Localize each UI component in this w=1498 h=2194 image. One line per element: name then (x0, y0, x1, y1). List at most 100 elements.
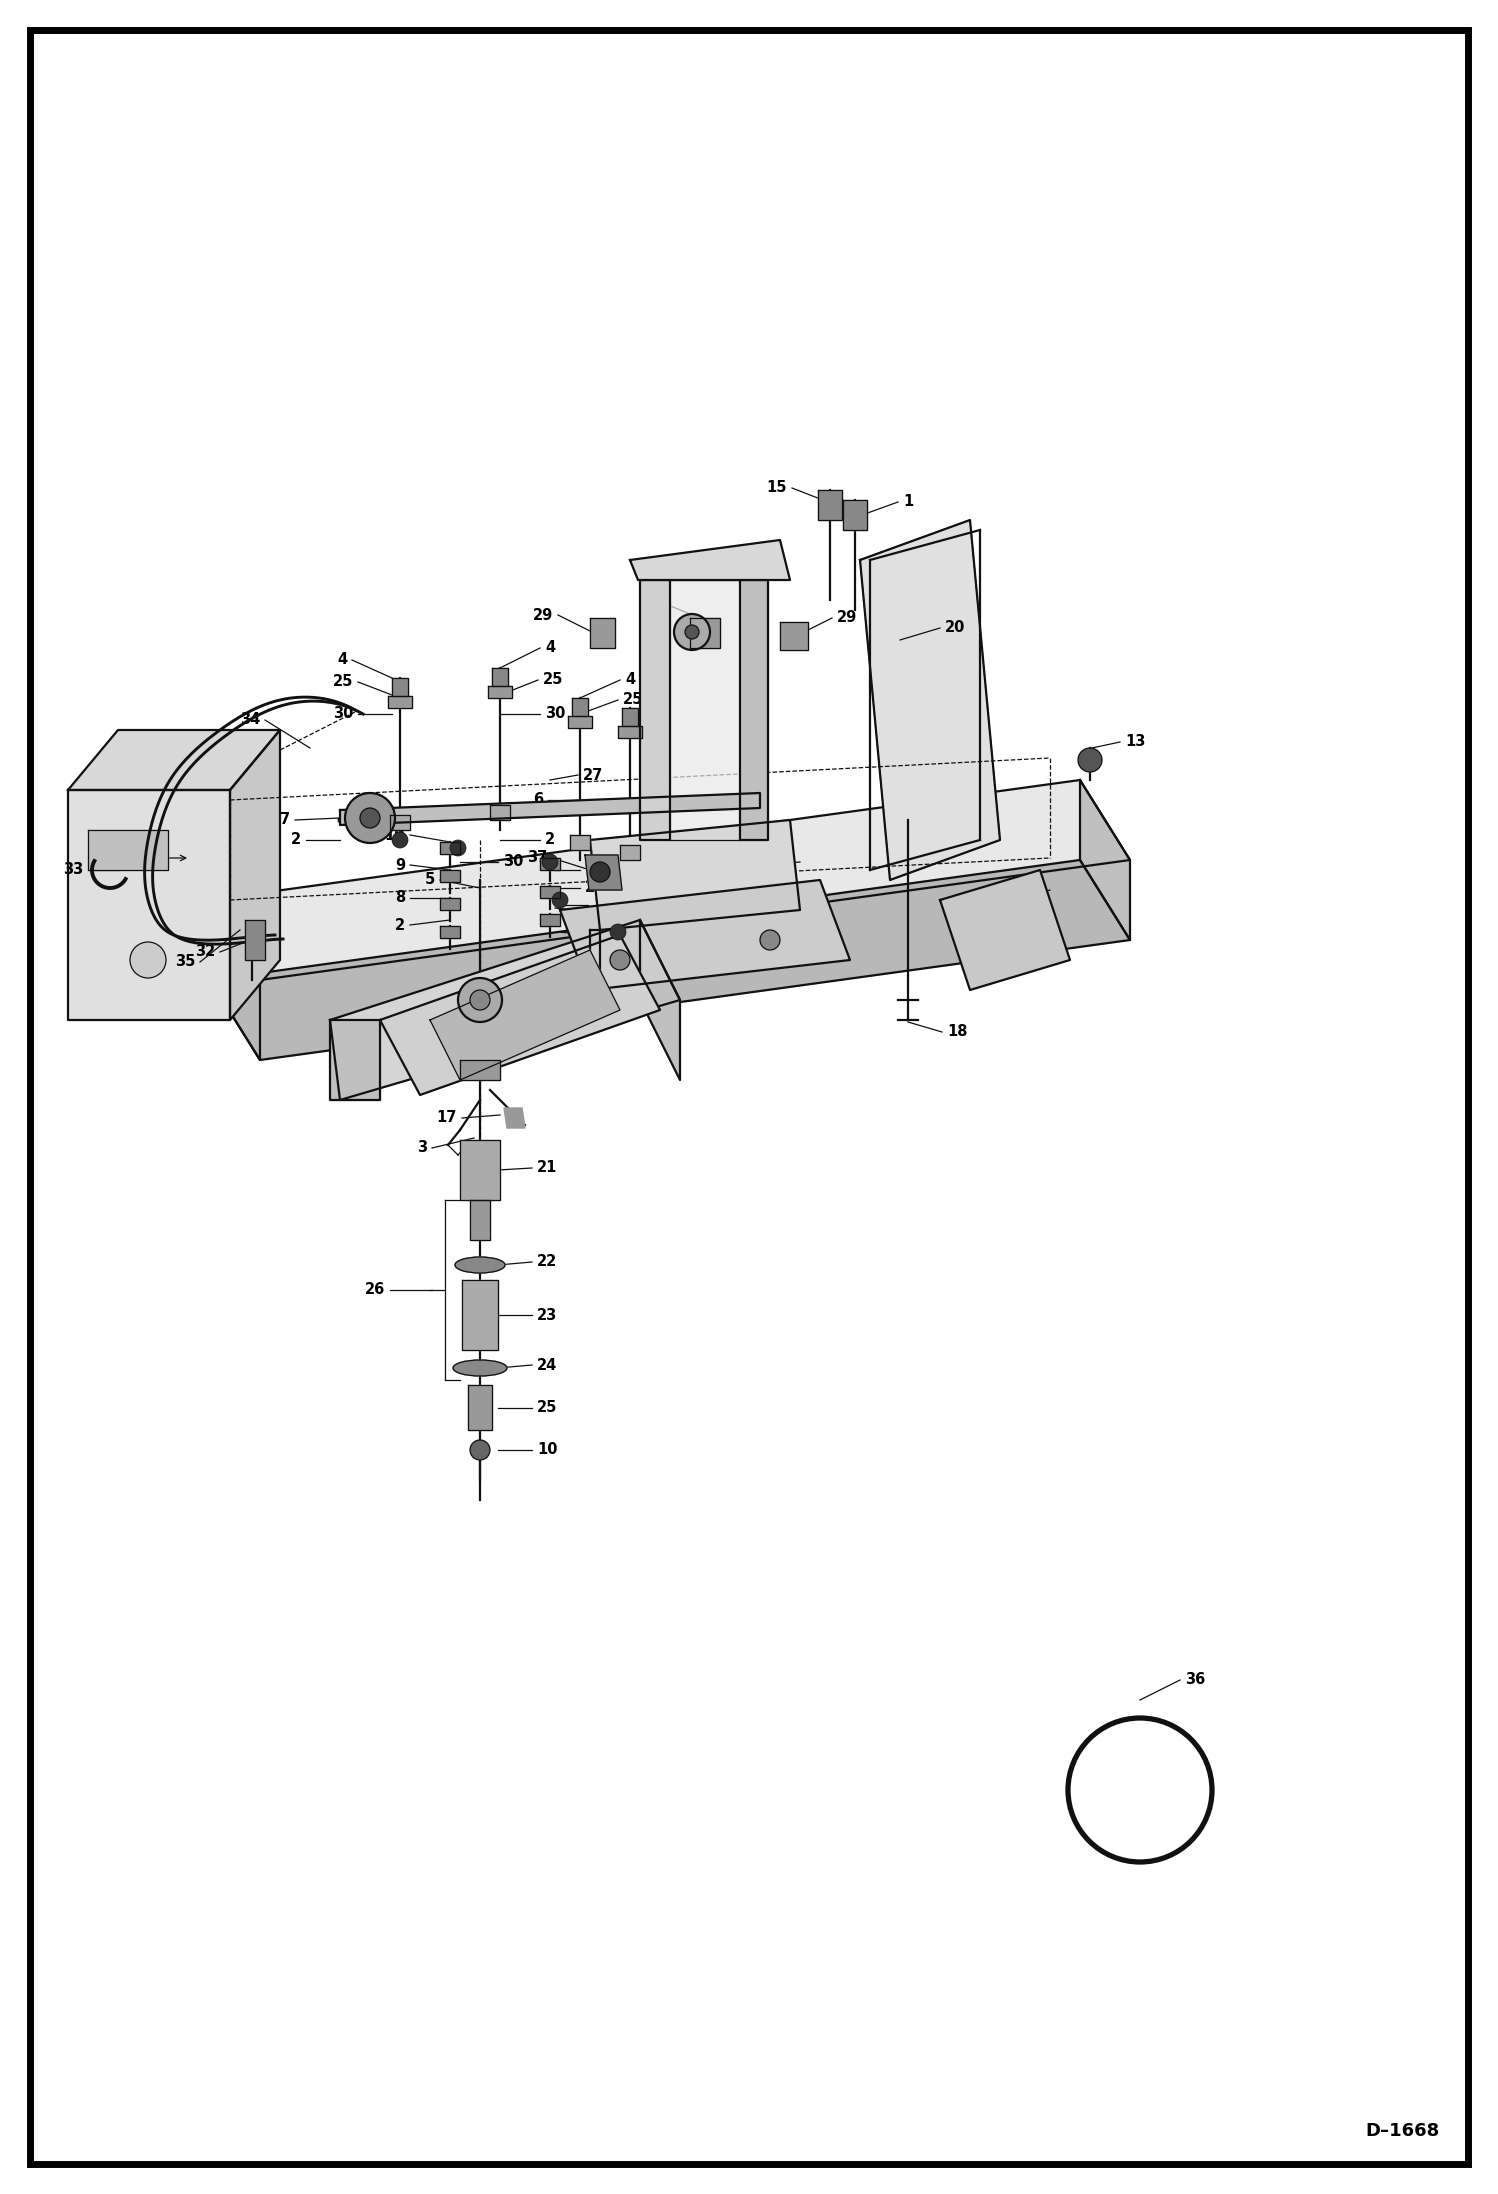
Text: 4: 4 (625, 674, 635, 687)
Polygon shape (388, 695, 412, 709)
Text: 10: 10 (385, 827, 404, 842)
Ellipse shape (452, 1360, 506, 1376)
Polygon shape (941, 871, 1070, 989)
Polygon shape (740, 579, 768, 840)
Text: 25: 25 (542, 674, 563, 687)
Polygon shape (590, 619, 616, 647)
Polygon shape (210, 860, 1129, 1060)
Ellipse shape (455, 1257, 505, 1273)
Text: 8: 8 (395, 891, 404, 906)
Text: 15: 15 (767, 480, 786, 496)
Text: 37: 37 (527, 851, 547, 864)
Text: 25: 25 (333, 674, 354, 689)
Text: 17: 17 (436, 1110, 457, 1126)
Text: 14: 14 (665, 961, 686, 976)
Circle shape (685, 625, 700, 638)
Polygon shape (380, 935, 661, 1095)
Polygon shape (488, 687, 512, 698)
Polygon shape (467, 1384, 491, 1430)
Polygon shape (560, 880, 849, 989)
Text: 21: 21 (536, 1161, 557, 1176)
Circle shape (345, 792, 395, 842)
Text: 18: 18 (947, 1025, 968, 1040)
Text: 25: 25 (623, 693, 643, 706)
Text: 27: 27 (583, 768, 604, 783)
Polygon shape (67, 790, 231, 1020)
Polygon shape (231, 731, 280, 1020)
Text: 20: 20 (945, 621, 965, 636)
Circle shape (470, 1439, 490, 1459)
Text: 35: 35 (175, 954, 195, 970)
Text: 3: 3 (416, 1141, 427, 1156)
Text: 33: 33 (63, 862, 82, 878)
Polygon shape (571, 836, 590, 849)
Circle shape (130, 941, 166, 979)
Text: 5: 5 (425, 873, 434, 889)
Text: 30: 30 (333, 706, 354, 722)
Circle shape (551, 893, 568, 908)
Text: 28: 28 (598, 928, 617, 943)
Text: 29: 29 (837, 610, 857, 625)
Circle shape (590, 862, 610, 882)
Text: 2: 2 (545, 832, 556, 847)
Text: 23: 23 (536, 1308, 557, 1323)
Circle shape (449, 840, 466, 856)
Polygon shape (460, 1060, 500, 1079)
Polygon shape (640, 579, 670, 840)
Text: 31: 31 (583, 801, 604, 816)
Circle shape (392, 832, 407, 849)
Polygon shape (210, 900, 261, 1060)
Polygon shape (440, 926, 460, 939)
Polygon shape (590, 930, 601, 1000)
Polygon shape (572, 698, 589, 715)
Polygon shape (860, 520, 1001, 880)
Text: 2: 2 (586, 880, 595, 895)
Text: 34: 34 (240, 713, 261, 728)
Polygon shape (568, 715, 592, 728)
Text: 13: 13 (1125, 735, 1146, 750)
Text: 10: 10 (536, 1441, 557, 1457)
Text: 22: 22 (536, 1255, 557, 1270)
Text: 24: 24 (536, 1358, 557, 1373)
Polygon shape (440, 842, 460, 853)
Circle shape (610, 924, 626, 939)
Polygon shape (389, 814, 410, 829)
Text: 4: 4 (337, 652, 348, 667)
Polygon shape (440, 897, 460, 911)
Text: 16: 16 (593, 897, 613, 913)
Polygon shape (1080, 781, 1129, 939)
Polygon shape (619, 726, 643, 737)
Circle shape (458, 979, 502, 1022)
Polygon shape (503, 1108, 524, 1128)
Polygon shape (620, 845, 640, 860)
Polygon shape (88, 829, 168, 871)
Polygon shape (461, 1279, 497, 1349)
Polygon shape (470, 1200, 490, 1240)
Polygon shape (392, 678, 407, 695)
Polygon shape (460, 1141, 500, 1200)
Polygon shape (210, 781, 1129, 981)
Polygon shape (843, 500, 867, 531)
Polygon shape (670, 579, 740, 840)
Text: 36: 36 (1185, 1672, 1206, 1687)
Text: 11: 11 (643, 597, 664, 612)
Polygon shape (430, 950, 620, 1079)
Text: 17: 17 (415, 1027, 434, 1042)
Polygon shape (440, 871, 460, 882)
Text: 29: 29 (533, 608, 553, 623)
Polygon shape (622, 709, 638, 726)
Text: 4: 4 (545, 641, 556, 656)
Polygon shape (491, 667, 508, 687)
Circle shape (1079, 748, 1103, 772)
Text: 2: 2 (395, 917, 404, 932)
Text: 30: 30 (503, 853, 523, 869)
Text: 7: 7 (280, 812, 291, 827)
Polygon shape (586, 856, 622, 891)
Polygon shape (490, 805, 509, 821)
Polygon shape (640, 919, 680, 1079)
Polygon shape (67, 731, 280, 790)
Polygon shape (330, 1020, 380, 1099)
Polygon shape (691, 619, 721, 647)
Polygon shape (539, 915, 560, 926)
Text: 19: 19 (1010, 952, 1031, 968)
